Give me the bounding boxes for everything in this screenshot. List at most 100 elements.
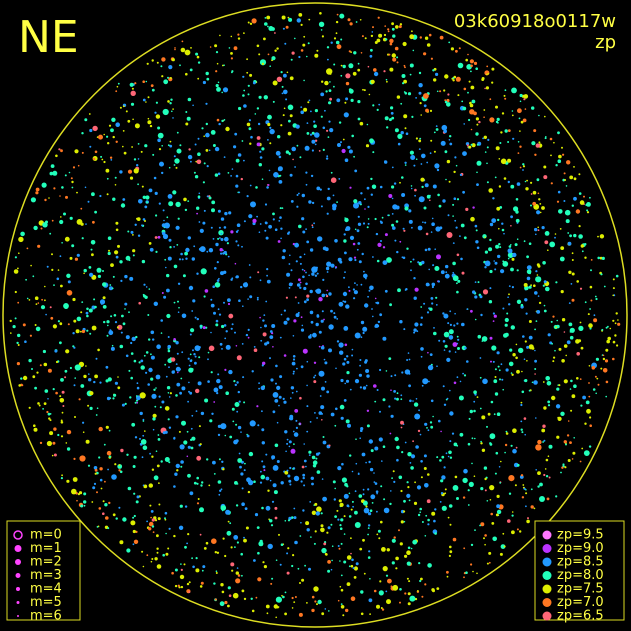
- star: [359, 547, 363, 551]
- star: [391, 223, 395, 227]
- star: [346, 555, 352, 560]
- star: [456, 290, 459, 294]
- star: [325, 553, 328, 556]
- star: [486, 73, 488, 76]
- star: [364, 303, 369, 308]
- star: [346, 360, 350, 364]
- star: [46, 440, 53, 447]
- star: [170, 98, 173, 101]
- star: [83, 504, 86, 507]
- star: [49, 171, 54, 176]
- star: [365, 461, 367, 464]
- star: [449, 523, 452, 526]
- star: [180, 47, 186, 53]
- star: [117, 376, 119, 378]
- star: [313, 124, 317, 128]
- star: [384, 289, 388, 293]
- star: [350, 552, 352, 555]
- star: [296, 283, 301, 287]
- star: [442, 385, 445, 388]
- star: [103, 160, 106, 164]
- star: [324, 247, 329, 252]
- star: [109, 156, 113, 159]
- star: [110, 263, 114, 267]
- star: [93, 482, 97, 485]
- star: [300, 328, 305, 332]
- star: [409, 150, 414, 155]
- star: [196, 317, 199, 321]
- star: [564, 466, 567, 469]
- star: [264, 342, 268, 346]
- star: [321, 80, 324, 83]
- star: [402, 256, 406, 260]
- star: [83, 500, 87, 504]
- star: [282, 249, 286, 253]
- star: [345, 304, 350, 309]
- star: [106, 135, 109, 138]
- star: [401, 176, 404, 179]
- star: [132, 516, 135, 519]
- star: [219, 489, 222, 492]
- star: [210, 298, 213, 301]
- star: [219, 342, 223, 346]
- star: [203, 547, 207, 550]
- star: [151, 468, 155, 471]
- star: [520, 428, 523, 431]
- star: [438, 204, 442, 208]
- star: [309, 289, 313, 294]
- star: [520, 403, 523, 407]
- star: [61, 474, 63, 477]
- star: [403, 499, 406, 503]
- star: [314, 530, 317, 533]
- star: [303, 253, 306, 256]
- star: [341, 462, 344, 466]
- star: [119, 344, 124, 349]
- star: [258, 231, 261, 233]
- star: [329, 97, 332, 101]
- star: [51, 219, 54, 222]
- star: [524, 298, 528, 302]
- star: [474, 295, 478, 299]
- star: [442, 340, 446, 343]
- star: [145, 80, 148, 83]
- star: [406, 561, 411, 566]
- star: [605, 348, 609, 352]
- star: [605, 395, 607, 398]
- star: [348, 289, 351, 292]
- star: [424, 36, 429, 40]
- star: [399, 542, 403, 546]
- star: [473, 61, 478, 65]
- star: [481, 340, 484, 342]
- star: [403, 229, 406, 232]
- star: [561, 146, 563, 149]
- star: [204, 289, 209, 293]
- star: [563, 344, 568, 348]
- star: [357, 117, 361, 121]
- star: [592, 388, 596, 391]
- star: [396, 56, 399, 59]
- star: [337, 599, 340, 602]
- star: [157, 517, 161, 521]
- star: [85, 311, 89, 315]
- star: [25, 278, 27, 281]
- star: [70, 177, 73, 180]
- star: [409, 595, 416, 602]
- star: [484, 236, 487, 239]
- star: [190, 47, 192, 49]
- star: [175, 341, 179, 345]
- star: [31, 368, 33, 370]
- star: [345, 81, 350, 86]
- star: [293, 432, 299, 437]
- star: [545, 458, 549, 462]
- star: [267, 122, 271, 127]
- star: [188, 591, 191, 593]
- star: [217, 81, 220, 84]
- star: [462, 151, 467, 157]
- star: [168, 238, 172, 242]
- star: [391, 116, 395, 120]
- star: [313, 222, 315, 225]
- star: [507, 180, 510, 184]
- star: [423, 104, 427, 108]
- star: [487, 72, 490, 75]
- star: [97, 348, 100, 352]
